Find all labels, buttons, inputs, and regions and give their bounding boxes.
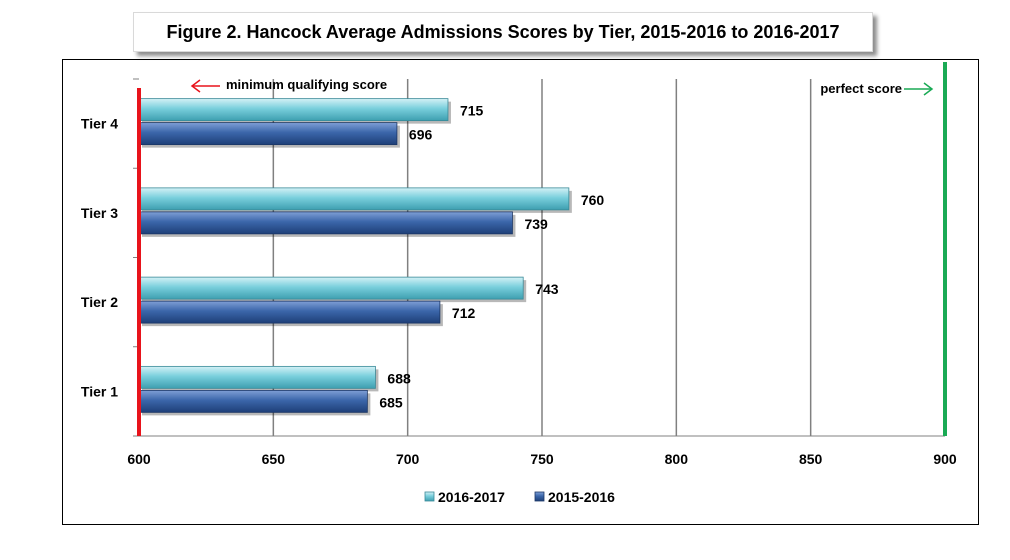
category-label: Tier 4	[81, 116, 118, 132]
data-label: 685	[379, 394, 403, 410]
data-label: 760	[581, 192, 605, 208]
gridlines	[133, 78, 945, 437]
bar	[138, 300, 441, 324]
chart-title-box: Figure 2. Hancock Average Admissions Sco…	[133, 12, 873, 52]
x-tick-label: 850	[799, 451, 823, 467]
x-tick-label: 750	[530, 451, 554, 467]
data-label: 715	[460, 103, 484, 119]
x-tick-label: 600	[127, 451, 151, 467]
category-label: Tier 1	[81, 383, 118, 399]
reference-line-label: perfect score	[820, 81, 902, 96]
category-label: Tier 2	[81, 294, 118, 310]
reference-line-label: minimum qualifying score	[226, 77, 387, 92]
legend-swatch	[534, 491, 545, 502]
legend-label: 2015-2016	[548, 489, 615, 505]
bar	[138, 187, 570, 211]
bar	[138, 276, 524, 300]
labels: 600 650 700 750 800 850 900 Tier 4 715 696 Tier 3 7…	[81, 103, 957, 467]
category-label: Tier 3	[81, 205, 118, 221]
bar	[138, 122, 398, 146]
bar	[138, 365, 376, 389]
bar	[138, 211, 513, 235]
data-label: 739	[524, 216, 548, 232]
legend-swatch	[424, 491, 435, 502]
x-tick-label: 800	[665, 451, 689, 467]
x-tick-label: 900	[933, 451, 957, 467]
arrow-left-icon	[190, 79, 201, 93]
chart-title: Figure 2. Hancock Average Admissions Sco…	[166, 21, 840, 42]
bars	[138, 98, 572, 416]
x-tick-label: 650	[262, 451, 286, 467]
legend-label: 2016-2017	[438, 489, 505, 505]
bar	[138, 98, 449, 122]
bar	[138, 389, 368, 413]
data-label: 743	[535, 281, 559, 297]
data-label: 696	[409, 127, 433, 143]
data-label: 688	[387, 370, 411, 386]
chart-frame	[62, 59, 979, 525]
arrow-right-icon	[923, 82, 934, 96]
x-tick-label: 700	[396, 451, 420, 467]
legend: 2016-2017 2015-2016	[424, 489, 615, 505]
data-label: 712	[452, 305, 476, 321]
reference-lines: minimum qualifying score perfect score	[137, 62, 947, 436]
